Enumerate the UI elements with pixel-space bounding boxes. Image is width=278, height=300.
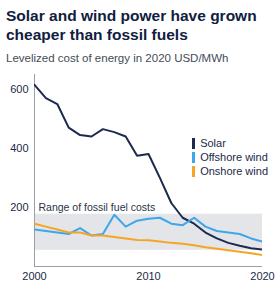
svg-text:200: 200 [10, 201, 28, 213]
svg-text:2020: 2020 [250, 270, 274, 282]
svg-text:2000: 2000 [22, 270, 46, 282]
html-text:Solar: Solar [200, 137, 226, 149]
svg-text:600: 600 [10, 83, 28, 95]
html-text:Onshore wind: Onshore wind [200, 165, 268, 177]
html-text:Offshore wind: Offshore wind [200, 151, 268, 163]
svg-text:2010: 2010 [136, 270, 160, 282]
svg-text:Range of fossil fuel costs: Range of fossil fuel costs [39, 201, 156, 213]
html-text:Solar and wind power have grow: Solar and wind power have grown cheaper … [6, 7, 257, 43]
svg-text:400: 400 [10, 142, 28, 154]
html-text:Levelized cost of energy in 20: Levelized cost of energy in 2020 USD/MWh [6, 52, 229, 64]
